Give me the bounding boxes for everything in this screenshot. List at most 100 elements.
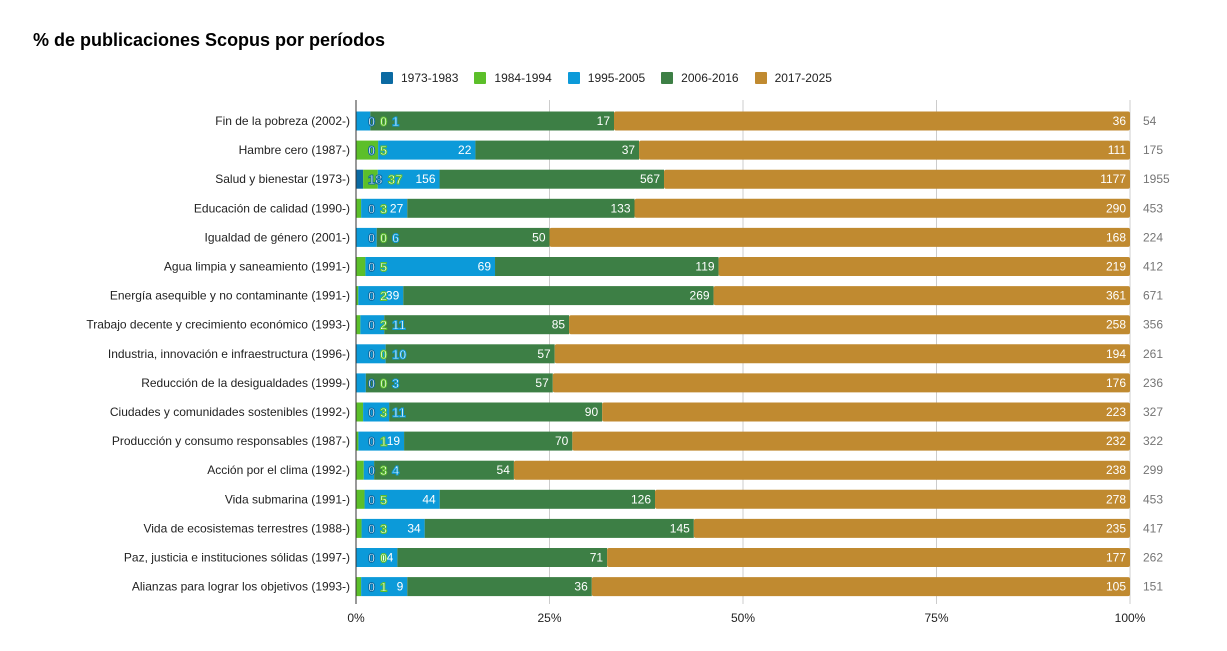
data-label: 2 [380,318,387,333]
data-label: 27 [390,201,404,215]
bar-segment [655,489,1130,509]
data-label: 361 [1106,289,1126,303]
bar-segment [407,198,635,218]
data-label: 57 [535,376,549,390]
legend-item[interactable]: 1995-2005 [567,71,645,85]
data-label: 4 [392,463,400,478]
data-label: 194 [1106,347,1126,361]
data-label: 219 [1106,260,1126,274]
bar-segment [397,548,608,567]
bar-segment [356,315,361,335]
category-label: Vida submarina (1991-) [225,492,350,506]
x-tick-label: 50% [731,611,755,625]
data-label: 54 [497,463,511,477]
data-label: 0 [380,114,387,129]
data-label: 278 [1106,492,1126,506]
total-label: 54 [1143,114,1157,128]
data-label: 0 [368,492,375,507]
data-label: 177 [1106,551,1126,565]
data-label: 1177 [1100,172,1126,186]
bar-segment [693,518,1130,538]
bar-segment [552,373,1130,393]
bar-segment [591,577,1130,597]
data-label: 0 [368,289,375,304]
legend-label: 2017-2025 [774,71,832,85]
data-label: 50 [532,230,546,244]
bar-segment [363,460,375,480]
data-label: 17 [597,114,611,128]
data-label: 0 [368,230,375,245]
category-label: Energía asequible y no contaminante (199… [110,289,350,303]
data-label: 44 [422,492,436,506]
bar-segment [403,286,714,306]
bar-segment [356,111,371,131]
bar-segment [356,518,362,538]
data-label: 69 [478,260,492,274]
data-label: 36 [1113,114,1127,128]
data-label: 105 [1106,580,1126,594]
data-label: 2 [380,289,387,304]
data-label: 0 [380,347,387,362]
data-label: 3 [380,463,387,478]
bar-segment [378,140,476,160]
bar-segment [495,257,719,276]
data-label: 0 [368,463,375,478]
data-label: 133 [610,201,630,215]
data-label: 19 [387,434,401,448]
bar-segment [356,198,362,218]
bar-segment [549,227,1130,247]
bar-segment [356,402,364,422]
bar-segment [356,373,366,393]
chart-title: % de publicaciones Scopus por períodos [33,30,386,50]
category-label: Salud y bienestar (1973-) [215,172,350,186]
bar-segment [356,286,359,306]
data-label: 567 [640,172,660,186]
bar-segment [602,402,1130,422]
data-label: 145 [670,521,690,535]
category-label: Producción y consumo responsables (1987-… [112,434,350,448]
x-tick-label: 0% [347,611,365,625]
total-label: 262 [1143,551,1163,565]
legend-swatch [474,72,487,84]
bar-segment [374,460,514,480]
bar-segment [358,286,404,306]
data-label: 0 [368,318,375,333]
data-label: 0 [368,580,375,595]
data-label: 0 [380,551,387,566]
legend-item[interactable]: 1973-1983 [381,71,458,85]
bar-segment [356,577,362,597]
data-label: 238 [1106,463,1126,477]
bar-segment [365,257,496,276]
total-label: 417 [1143,521,1163,535]
data-label: 37 [388,172,402,187]
bar-segment [607,548,1130,567]
data-label: 1 [380,580,387,595]
data-label: 232 [1106,434,1126,448]
legend-item[interactable]: 2017-2025 [754,71,832,85]
bar-segment [363,402,390,422]
data-label: 3 [380,201,387,216]
data-label: 111 [1108,143,1127,157]
legend-item[interactable]: 1984-1994 [474,71,552,85]
total-label: 151 [1143,580,1163,594]
data-label: 37 [622,143,636,157]
bar-segment [356,548,398,567]
data-label: 22 [458,143,472,157]
data-label: 0 [368,434,375,449]
category-label: Vida de ecosistemas terrestres (1988-) [143,521,350,535]
data-label: 0 [368,376,375,391]
data-label: 0 [380,376,387,391]
bar-segment [361,577,408,597]
bar-segment [361,198,408,218]
bar-segment [554,344,1130,364]
data-label: 0 [368,143,375,158]
data-label: 10 [392,347,406,362]
bar-segment [424,518,694,538]
bar-segment [385,344,555,364]
bar-segment [370,111,614,131]
legend-item[interactable]: 2006-2016 [661,71,739,85]
total-label: 175 [1143,143,1163,157]
category-label: Trabajo decente y crecimiento económico … [86,318,350,332]
data-label: 0 [380,230,387,245]
data-label: 70 [555,434,569,448]
